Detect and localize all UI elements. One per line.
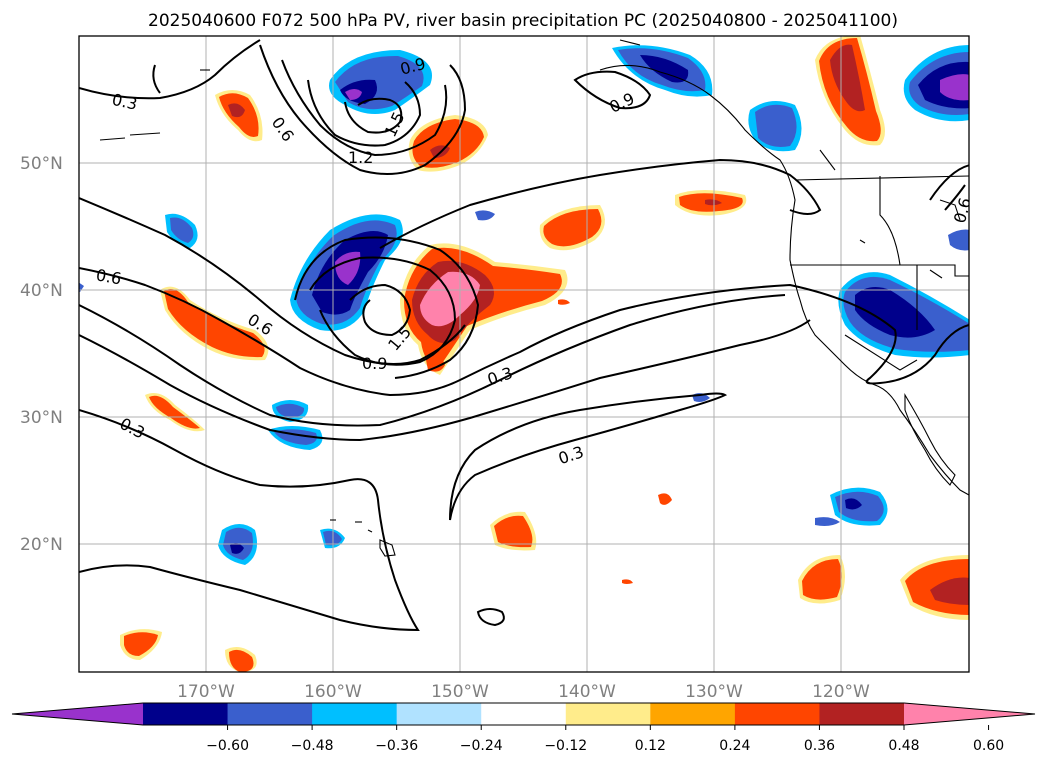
gridlines: [79, 36, 969, 672]
colorbar-tick-label: 0.12: [635, 738, 666, 754]
coastlines: [99, 39, 969, 557]
map-area: 0.3 0.6 0.9 1.5 1.2 0.9 0.6 0.6 1.5 0.9 …: [79, 36, 975, 672]
precip-shading: [79, 36, 969, 672]
lon-label-150w: 150°W: [431, 682, 489, 702]
colorbar-tick-label: 0.24: [719, 738, 750, 754]
colorbar-segment: [819, 703, 905, 725]
colorbar-extend-min: [12, 703, 143, 725]
colorbar-segment: [734, 703, 820, 725]
colorbar-segment: [565, 703, 651, 725]
negative-precip-regions: [79, 45, 969, 565]
lat-label-30n: 30°N: [20, 408, 63, 428]
contour-label: 0.3: [110, 90, 139, 114]
map-frame: [78, 35, 970, 673]
plot-title: 2025040600 F072 500 hPa PV, river basin …: [148, 11, 898, 31]
colorbar-segment: [481, 703, 567, 725]
colorbar-tick-label: 0.60: [973, 738, 1004, 754]
colorbar-segments: [143, 703, 905, 725]
colorbar-segment: [650, 703, 736, 725]
colorbar-tick-label: −0.48: [291, 738, 334, 754]
lon-label-140w: 140°W: [558, 682, 616, 702]
lon-label-170w: 170°W: [177, 682, 235, 702]
colorbar-segment: [227, 703, 313, 725]
longitude-labels: 170°W 160°W 150°W 140°W 130°W 120°W: [177, 682, 870, 702]
lat-label-50n: 50°N: [20, 154, 63, 174]
colorbar-tick-label: −0.36: [375, 738, 418, 754]
colorbar-tick-label: −0.60: [206, 738, 249, 754]
colorbar-tick-label: −0.24: [460, 738, 503, 754]
lon-label-120w: 120°W: [812, 682, 870, 702]
positive-precip-regions: [120, 36, 969, 672]
colorbar-tick-label: 0.36: [804, 738, 835, 754]
colorbar-segment: [396, 703, 482, 725]
contour-label: 0.6: [950, 196, 975, 226]
lon-label-160w: 160°W: [304, 682, 362, 702]
contour-label: 0.6: [95, 265, 123, 288]
colorbar-tick-label: 0.48: [888, 738, 919, 754]
colorbar-segment: [312, 703, 398, 725]
contour-label: 0.9: [362, 354, 387, 373]
latitude-labels: 50°N 40°N 30°N 20°N: [20, 154, 63, 555]
colorbar-outline: [11, 702, 1036, 726]
lat-label-20n: 20°N: [20, 535, 63, 555]
colorbar-tick-label: −0.12: [544, 738, 587, 754]
contour-label: 1.2: [348, 148, 373, 167]
colorbar-extend-max: [904, 703, 1035, 725]
lon-label-130w: 130°W: [685, 682, 743, 702]
pv-contours: [79, 39, 969, 632]
colorbar-ticks: −0.60 −0.48 −0.36 −0.24 −0.12 0.12 0.24 0.36 0.4…: [206, 725, 1004, 754]
colorbar-segment: [143, 703, 229, 725]
lat-label-40n: 40°N: [20, 281, 63, 301]
colorbar: −0.60 −0.48 −0.36 −0.24 −0.12 0.12 0.24 0.36 0.4…: [11, 702, 1036, 754]
